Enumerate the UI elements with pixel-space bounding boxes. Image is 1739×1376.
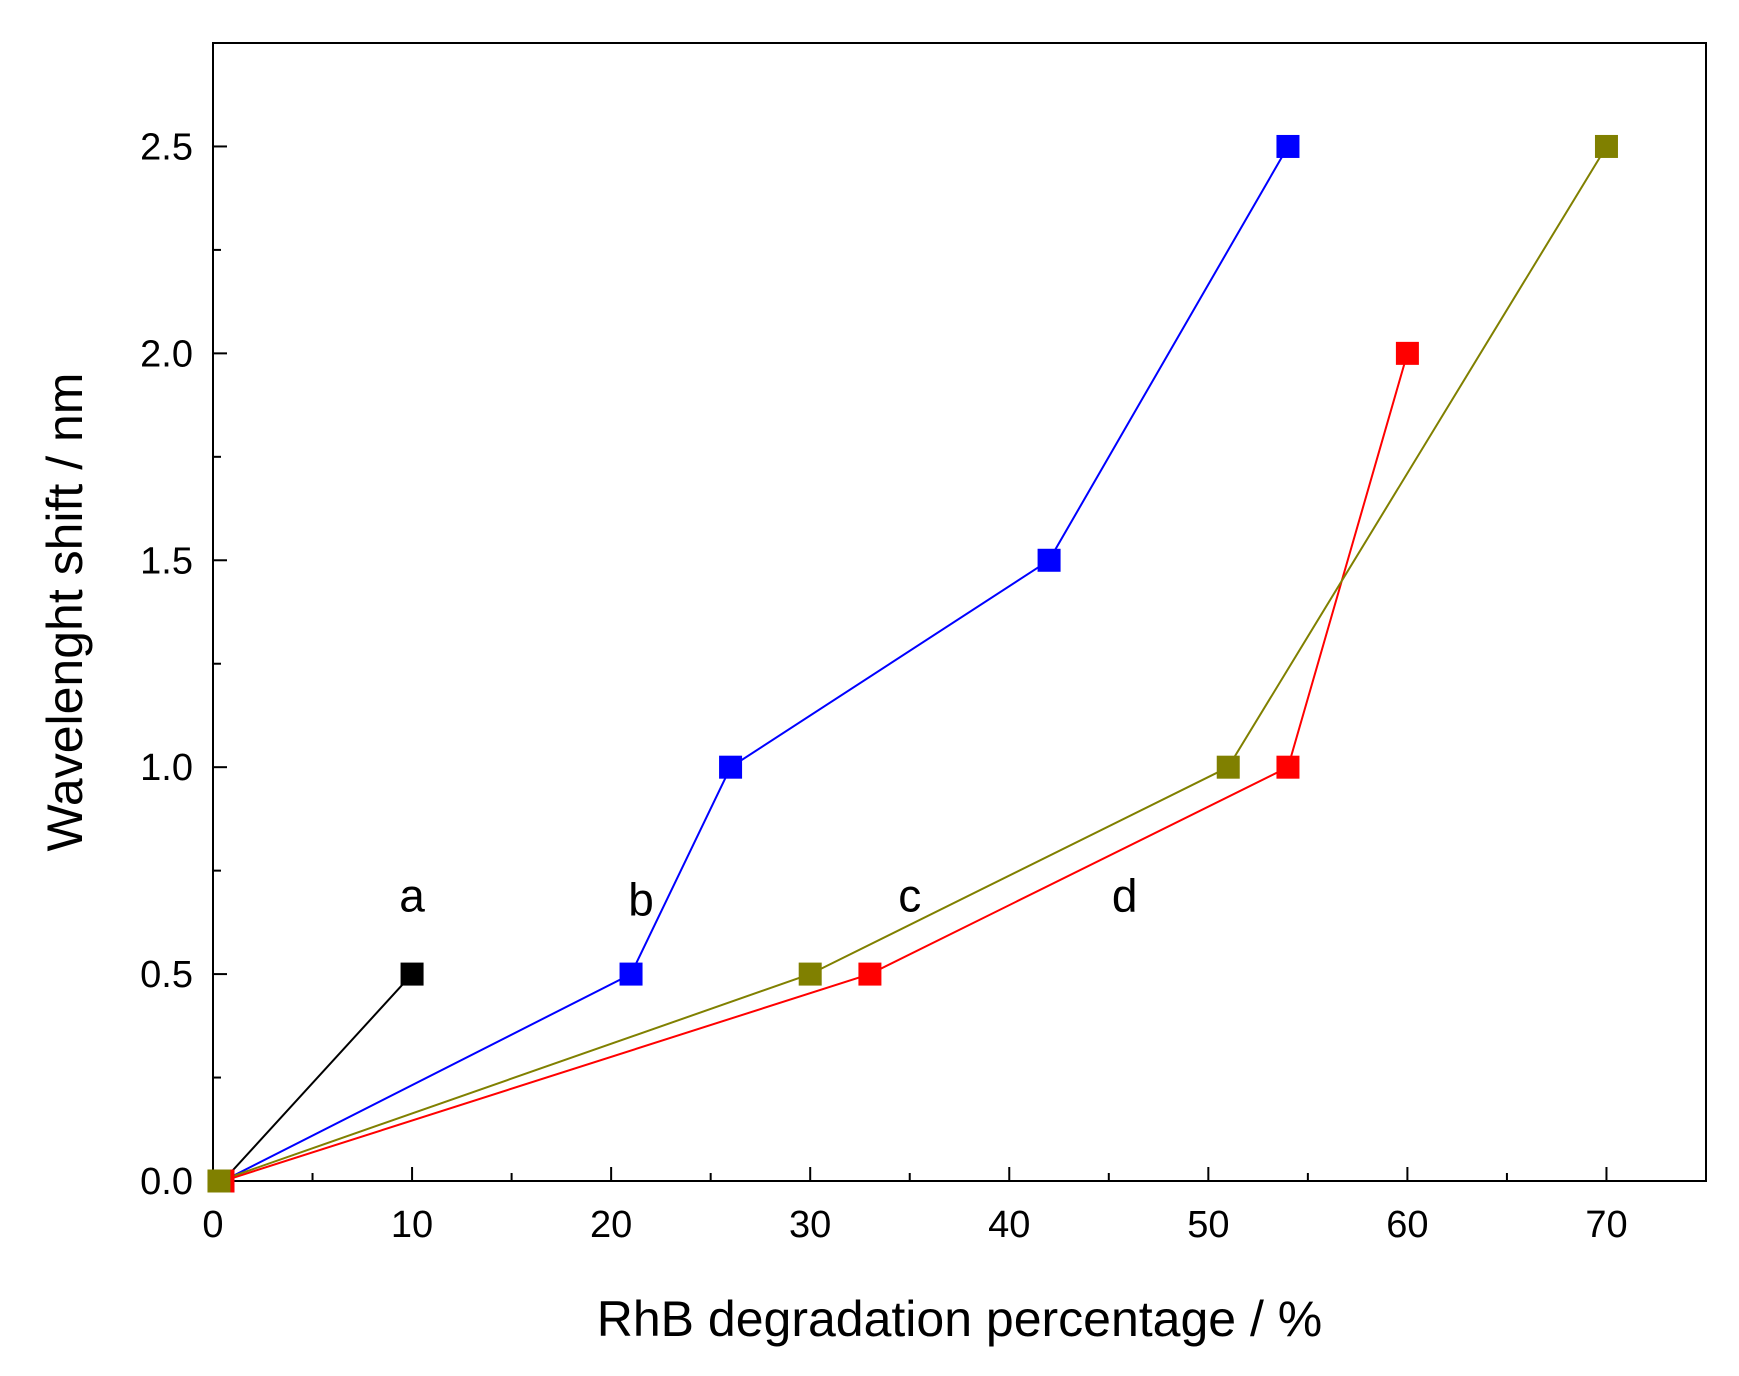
x-tick-label: 60 xyxy=(1386,1204,1428,1246)
series-label-c: c xyxy=(898,869,921,921)
data-point-c xyxy=(1216,755,1240,779)
x-tick-label: 40 xyxy=(988,1204,1030,1246)
x-tick-label: 30 xyxy=(789,1204,831,1246)
y-tick-label: 0.5 xyxy=(140,954,193,996)
series-label-b: b xyxy=(628,874,654,926)
y-tick-label: 1.0 xyxy=(140,747,193,789)
data-point-c xyxy=(798,962,822,986)
x-tick-label: 70 xyxy=(1585,1204,1627,1246)
series-label-d: d xyxy=(1112,869,1138,921)
x-tick-label: 10 xyxy=(391,1204,433,1246)
series-markers xyxy=(207,134,1618,1193)
data-point-a xyxy=(400,962,424,986)
series-lines xyxy=(218,145,1608,1182)
x-tick-label: 20 xyxy=(590,1204,632,1246)
data-point-d xyxy=(1395,341,1419,365)
data-point-d xyxy=(1276,755,1300,779)
y-tick-label: 2.0 xyxy=(140,333,193,375)
series-label-a: a xyxy=(399,869,425,921)
axis-ticks xyxy=(212,145,1608,1182)
axis-tick-labels: 0 10 20 30 40 50 60 70 0.0 0.5 1.0 1.5 2.0 2.5 xyxy=(140,126,1627,1246)
y-tick-label: 2.5 xyxy=(140,126,193,168)
y-axis-title: Wavelenght shift / nm xyxy=(37,373,93,852)
data-point-b xyxy=(619,962,643,986)
data-point-b xyxy=(1037,548,1061,572)
data-point-d xyxy=(858,962,882,986)
series-line-a xyxy=(222,973,413,1182)
x-tick-label: 50 xyxy=(1187,1204,1229,1246)
series-line-c xyxy=(218,145,1608,1182)
series-line-d xyxy=(222,353,1409,1182)
data-point-c xyxy=(1594,134,1618,158)
data-point-c xyxy=(207,1169,231,1193)
x-axis-title: RhB degradation percentage / % xyxy=(597,1291,1323,1347)
y-tick-label: 0.0 xyxy=(140,1161,193,1203)
data-point-b xyxy=(1276,134,1300,158)
series-annotations: a b c d xyxy=(399,869,1137,925)
data-point-b xyxy=(719,755,743,779)
plot-frame xyxy=(212,42,1707,1182)
series-line-b xyxy=(222,146,1289,1182)
x-tick-label: 0 xyxy=(202,1204,223,1246)
y-tick-label: 1.5 xyxy=(140,540,193,582)
